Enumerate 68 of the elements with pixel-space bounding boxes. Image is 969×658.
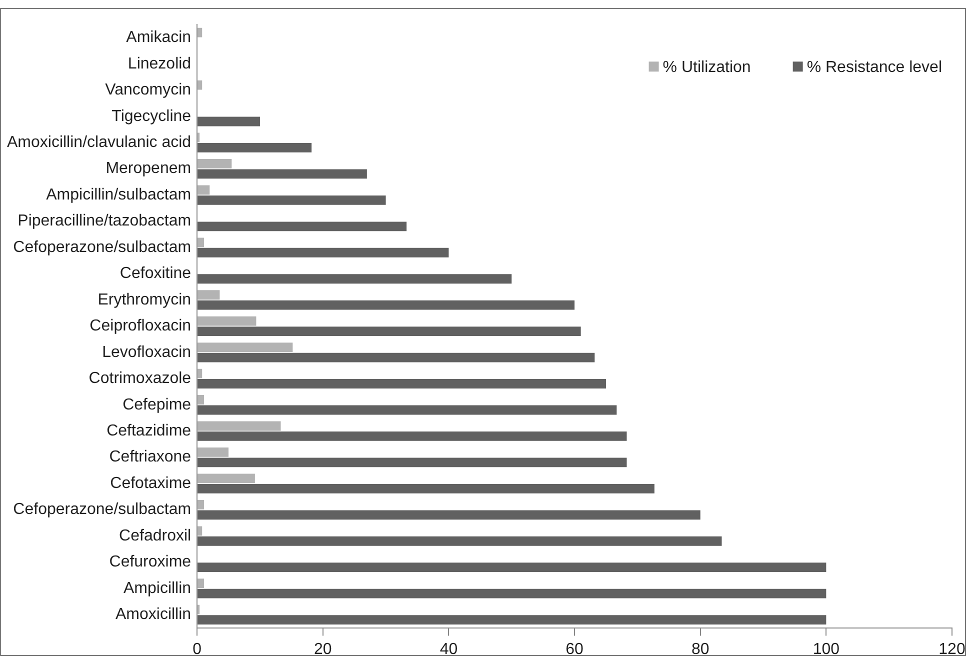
y-tick-label: Amoxicillin/clavulanic acid (6, 134, 192, 152)
x-tick-label: 100 (812, 640, 840, 658)
y-tick-label: Cefuroxime (109, 554, 192, 571)
x-tick-label: 60 (566, 640, 584, 658)
bar (198, 290, 220, 300)
y-tick-label: Ampicillin (123, 580, 192, 597)
y-tick-label: Cefoperazone/sulbactam (13, 501, 192, 518)
bar (198, 80, 202, 90)
y-tick-label: Cefoxitine (120, 265, 192, 282)
y-tick-label: Ceiprofloxacin (90, 318, 192, 335)
bar (198, 379, 606, 388)
bar (198, 238, 204, 248)
bar (198, 588, 826, 598)
bar (198, 143, 312, 152)
bar (198, 474, 255, 484)
bar (198, 510, 700, 520)
bar (198, 484, 654, 494)
bar (198, 421, 281, 431)
y-tick-label: Meropenem (106, 160, 192, 178)
y-tick-label: Piperacilline/tazobactam (18, 212, 192, 230)
bar (198, 405, 617, 415)
bar (198, 615, 826, 625)
bar (198, 368, 202, 378)
bar (198, 526, 202, 536)
y-tick-label: Vancomycin (105, 82, 192, 99)
bar (198, 185, 210, 195)
y-tick-label: Ampicillin/sulbactam (46, 186, 192, 204)
y-tick-label: Cotrimoxazole (88, 370, 192, 388)
bar (198, 195, 386, 205)
x-tick-label: 0 (192, 640, 202, 658)
bar (198, 536, 722, 546)
y-tick-label: Cefepime (122, 396, 192, 414)
bar (198, 395, 204, 404)
y-tick-label: Cefotaxime (110, 474, 192, 492)
y-tick-label: Amikacin (126, 29, 192, 46)
legend-label: % Utilization (662, 59, 751, 76)
bar (198, 300, 575, 310)
bar (198, 274, 512, 284)
x-tick-label: 120 (938, 640, 966, 658)
x-tick-label: 40 (440, 640, 458, 658)
bar (198, 28, 202, 38)
y-tick-label: Cefoperazone/sulbactam (13, 238, 192, 256)
bar (198, 578, 204, 588)
bar (198, 458, 627, 468)
bar (198, 352, 595, 362)
bar (198, 316, 256, 326)
bar (198, 448, 229, 457)
bar (198, 222, 407, 232)
bar (198, 326, 581, 336)
bar (198, 116, 260, 126)
bar (198, 432, 627, 441)
x-tick-label: 80 (691, 640, 710, 658)
x-tick-label: 20 (314, 640, 332, 658)
y-tick-label: Erythromycin (98, 291, 192, 308)
bar (198, 342, 293, 352)
y-tick-label: Ceftazidime (106, 422, 192, 440)
y-tick-label: Cefadroxil (119, 527, 192, 544)
y-tick-label: Ceftriaxone (109, 448, 192, 466)
y-tick-label: Linezolid (128, 55, 192, 72)
y-tick-label: Amoxicillin (115, 606, 192, 624)
bar (198, 562, 826, 572)
bar (198, 500, 204, 510)
bar (198, 159, 232, 168)
legend-label: % Resistance level (806, 59, 942, 76)
y-tick-label: Tigecycline (112, 108, 192, 125)
y-tick-label: Levofloxacin (102, 344, 192, 361)
bar (198, 248, 449, 258)
bar (198, 169, 367, 179)
